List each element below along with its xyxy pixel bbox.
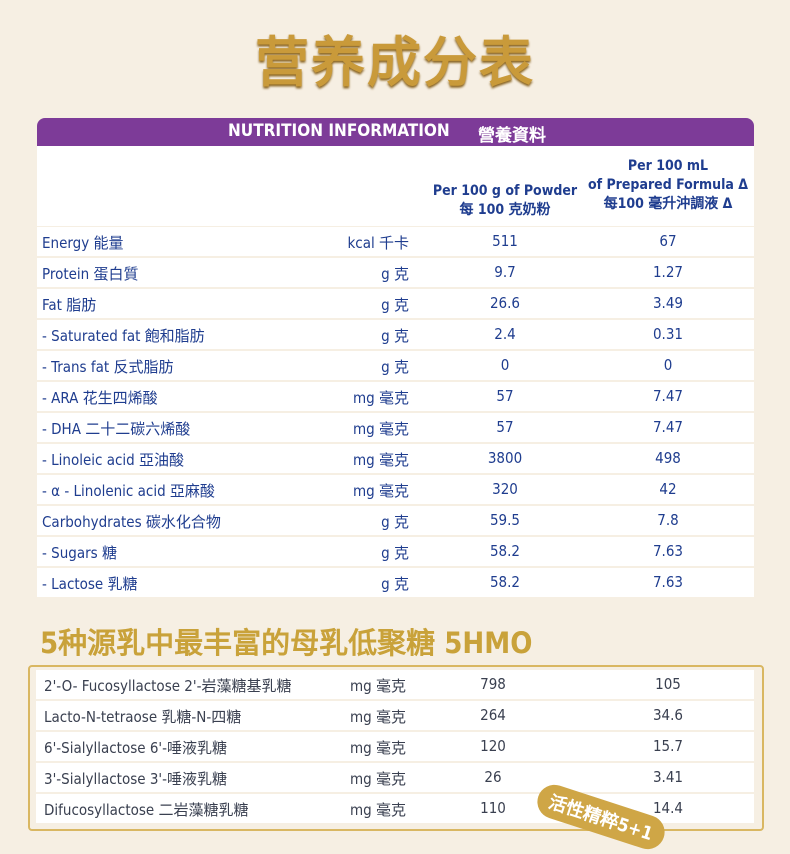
per-100ml: 498 bbox=[655, 449, 681, 467]
per-100g: 58.2 bbox=[489, 573, 521, 591]
unit: g 克 bbox=[381, 513, 409, 531]
per-100ml: 7.63 bbox=[652, 542, 684, 560]
table-row: - DHA 二十二碳六烯酸 mg 毫克 57 7.47 bbox=[37, 413, 754, 442]
nutrient: - DHA 二十二碳六烯酸 bbox=[42, 420, 191, 438]
header-en: NUTRITION INFORMATION bbox=[228, 121, 450, 141]
column-header bbox=[37, 146, 754, 226]
per-100g: 57 bbox=[496, 387, 514, 405]
table-row: - ARA 花生四烯酸 mg 毫克 57 7.47 bbox=[37, 382, 754, 411]
per-100ml: 3.49 bbox=[652, 294, 684, 312]
per-100ml: 42 bbox=[659, 480, 677, 498]
unit: mg 毫克 bbox=[350, 739, 407, 757]
per-100ml: 7.47 bbox=[652, 418, 684, 436]
per-100g: 264 bbox=[480, 706, 506, 724]
unit: g 克 bbox=[381, 296, 409, 314]
nutrient: - Trans fat 反式脂肪 bbox=[42, 358, 174, 376]
per-100ml: 67 bbox=[659, 232, 677, 250]
nutrient: - ARA 花生四烯酸 bbox=[42, 389, 158, 407]
unit: mg 毫克 bbox=[350, 677, 407, 695]
unit: g 克 bbox=[381, 544, 409, 562]
unit: kcal 千卡 bbox=[347, 234, 409, 252]
hmo-row: Lacto-N-tetraose 乳糖-N-四糖 mg 毫克 264 34.6 bbox=[36, 701, 754, 730]
per-100g: 26.6 bbox=[489, 294, 521, 312]
unit: mg 毫克 bbox=[350, 770, 407, 788]
per-100ml: 3.41 bbox=[652, 768, 684, 786]
nutrient: Carbohydrates 碳水化合物 bbox=[42, 513, 221, 531]
unit: g 克 bbox=[381, 327, 409, 345]
hmo-name: 2'-O- Fucosyllactose 2'-岩藻糖基乳糖 bbox=[44, 677, 292, 695]
per-100g: 57 bbox=[496, 418, 514, 436]
hmo-name: 6'-Sialyllactose 6'-唾液乳糖 bbox=[44, 739, 227, 757]
nutrient: Fat 脂肪 bbox=[42, 296, 97, 314]
per-100ml: 34.6 bbox=[652, 706, 684, 724]
hmo-row: 2'-O- Fucosyllactose 2'-岩藻糖基乳糖 mg 毫克 798 10… bbox=[36, 670, 754, 699]
column-header-line: 每 100 克奶粉 bbox=[459, 202, 551, 218]
unit: mg 毫克 bbox=[352, 451, 409, 469]
nutrient: Energy 能量 bbox=[42, 234, 124, 252]
nutrient: - Sugars 糖 bbox=[42, 544, 117, 562]
per-100g: 320 bbox=[492, 480, 518, 498]
table-row: Protein 蛋白質 g 克 9.7 1.27 bbox=[37, 258, 754, 287]
per-100g: 110 bbox=[480, 799, 506, 817]
per-100g: 2.4 bbox=[494, 325, 516, 343]
per-100ml: 15.7 bbox=[652, 737, 684, 755]
hmo-name: Lacto-N-tetraose 乳糖-N-四糖 bbox=[44, 708, 242, 726]
table-row: - Trans fat 反式脂肪 g 克 0 0 bbox=[37, 351, 754, 380]
per-100ml: 0.31 bbox=[652, 325, 684, 343]
per-100g: 120 bbox=[480, 737, 506, 755]
table-row: Carbohydrates 碳水化合物 g 克 59.5 7.8 bbox=[37, 506, 754, 535]
title: 营养成分表 bbox=[255, 31, 535, 94]
unit: g 克 bbox=[381, 575, 409, 593]
nutrient: - Saturated fat 飽和脂肪 bbox=[42, 327, 205, 345]
unit: mg 毫克 bbox=[352, 389, 409, 407]
unit: mg 毫克 bbox=[350, 708, 407, 726]
per-100ml: 7.8 bbox=[657, 511, 679, 529]
table-row: - Linoleic acid 亞油酸 mg 毫克 3800 498 bbox=[37, 444, 754, 473]
header-zh: 營養資料 bbox=[478, 126, 546, 146]
nutrient: - α - Linolenic acid 亞麻酸 bbox=[42, 482, 215, 500]
per-100ml: 7.47 bbox=[652, 387, 684, 405]
nutrient: Protein 蛋白質 bbox=[42, 265, 139, 283]
hmo-box bbox=[28, 665, 764, 831]
unit: mg 毫克 bbox=[350, 801, 407, 819]
column-header-line: Per 100 g of Powder bbox=[432, 183, 578, 199]
nutrient: - Linoleic acid 亞油酸 bbox=[42, 451, 185, 469]
hmo-row: 3'-Sialyllactose 3'-唾液乳糖 mg 毫克 26 3.41 bbox=[36, 763, 754, 792]
column-header-line: 每100 毫升沖調液 Δ bbox=[603, 196, 733, 212]
column-header-line: of Prepared Formula Δ bbox=[587, 177, 749, 193]
per-100g: 9.7 bbox=[494, 263, 516, 281]
per-100g: 798 bbox=[480, 675, 506, 693]
header-bar bbox=[37, 118, 754, 146]
per-100g: 0 bbox=[500, 356, 510, 374]
hmo-name: Difucosyllactose 二岩藻糖乳糖 bbox=[44, 801, 249, 819]
per-100ml: 7.63 bbox=[652, 573, 684, 591]
unit: mg 毫克 bbox=[352, 482, 409, 500]
per-100g: 3800 bbox=[487, 449, 523, 467]
unit: g 克 bbox=[381, 358, 409, 376]
table-row: Energy 能量 kcal 千卡 511 67 bbox=[37, 227, 754, 256]
per-100g: 511 bbox=[492, 232, 518, 250]
per-100ml: 14.4 bbox=[652, 799, 684, 817]
table-row: Fat 脂肪 g 克 26.6 3.49 bbox=[37, 289, 754, 318]
nutrient: - Lactose 乳糖 bbox=[42, 575, 138, 593]
column-header-line: Per 100 mL bbox=[627, 158, 709, 174]
per-100ml: 105 bbox=[655, 675, 681, 693]
unit: g 克 bbox=[381, 265, 409, 283]
hmo-title: 5种源乳中最丰富的母乳低聚糖 5HMO bbox=[40, 626, 533, 660]
hmo-name: 3'-Sialyllactose 3'-唾液乳糖 bbox=[44, 770, 227, 788]
table-row: - Lactose 乳糖 g 克 58.2 7.63 bbox=[37, 568, 754, 597]
table-row: - Saturated fat 飽和脂肪 g 克 2.4 0.31 bbox=[37, 320, 754, 349]
per-100g: 26 bbox=[484, 768, 502, 786]
per-100g: 58.2 bbox=[489, 542, 521, 560]
table-row: - α - Linolenic acid 亞麻酸 mg 毫克 320 42 bbox=[37, 475, 754, 504]
hmo-row: 6'-Sialyllactose 6'-唾液乳糖 mg 毫克 120 15.7 bbox=[36, 732, 754, 761]
table-row: - Sugars 糖 g 克 58.2 7.63 bbox=[37, 537, 754, 566]
per-100ml: 0 bbox=[663, 356, 673, 374]
unit: mg 毫克 bbox=[352, 420, 409, 438]
per-100g: 59.5 bbox=[489, 511, 521, 529]
per-100ml: 1.27 bbox=[652, 263, 684, 281]
